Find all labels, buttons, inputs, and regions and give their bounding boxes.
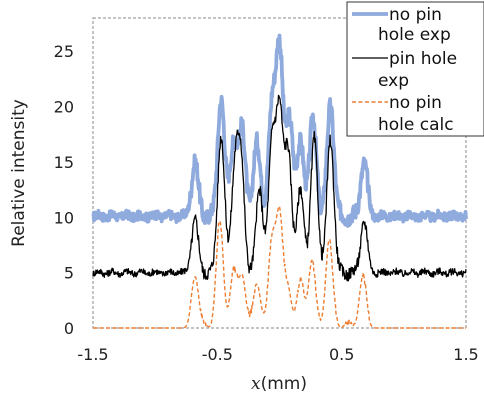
x-axis-label-var: x [251,374,261,394]
plot-area-border [92,17,467,329]
y-tick-label: 25 [54,42,74,61]
legend-label-3: hole calc [378,115,454,135]
x-tick-label: 0.5 [329,345,354,364]
legend-label-2: exp [378,71,409,91]
x-axis-label: x(mm) [251,374,307,394]
y-tick-label: 20 [54,98,74,117]
x-tick-labels: -1.5 -0.5 0.5 1.5 [77,345,478,364]
series-layer [91,33,468,329]
x-tick-label: -0.5 [202,345,233,364]
x-axis-label-unit: (mm) [261,374,307,394]
y-tick-label: 15 [54,153,74,172]
y-axis-label: Relative intensity [9,99,29,247]
legend-label-1: no pin [389,5,442,25]
legend-box [346,1,484,137]
legend-label-2: pin hole [389,49,457,69]
y-tick-labels: 0 5 10 15 20 25 [54,42,74,338]
series-line-3 [92,205,467,329]
series-line-1 [91,33,468,228]
y-tick-label: 10 [54,208,74,227]
y-tick-label: 5 [64,264,74,283]
legend-label-3: no pin [389,93,442,113]
y-tick-label: 0 [64,319,74,338]
x-tick-label: -1.5 [77,345,108,364]
x-tick-label: 1.5 [453,345,478,364]
legend-label-1: hole exp [378,25,451,45]
series-line-2 [92,94,467,282]
